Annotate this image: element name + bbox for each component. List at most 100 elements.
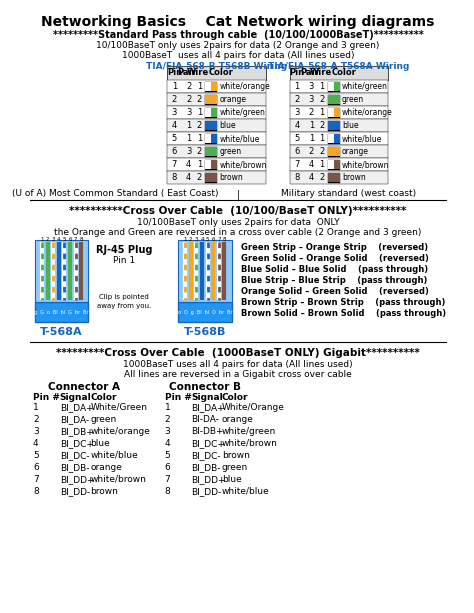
Text: Pin 1: Pin 1 (113, 256, 135, 265)
Text: Pin: Pin (167, 68, 182, 77)
Text: blue: blue (222, 475, 242, 484)
Bar (167, 171, 266, 184)
Text: 3: 3 (309, 95, 314, 104)
Bar (167, 145, 266, 158)
Bar (328, 94, 340, 104)
Text: white/blue: white/blue (342, 134, 382, 143)
Bar (167, 158, 266, 171)
Text: 7: 7 (164, 475, 170, 484)
Text: Orange Solid – Green Solid    (reversed): Orange Solid – Green Solid (reversed) (241, 287, 428, 296)
Text: 2: 2 (172, 95, 177, 104)
Text: Brown Strip – Brown Strip    (pass through): Brown Strip – Brown Strip (pass through) (241, 298, 445, 307)
Text: BI_DB-: BI_DB- (191, 463, 221, 472)
Bar (334, 160, 340, 169)
Text: orange: orange (342, 147, 369, 156)
Text: BI_DA+: BI_DA+ (191, 403, 225, 412)
Text: white/orange: white/orange (342, 108, 392, 117)
Bar (167, 93, 266, 106)
Text: 8: 8 (294, 173, 300, 182)
Text: 1: 1 (294, 82, 300, 91)
Text: BI_DC+: BI_DC+ (60, 439, 94, 448)
Text: 3: 3 (172, 108, 177, 117)
Bar (328, 134, 334, 143)
Bar (328, 159, 340, 170)
Text: 3: 3 (51, 237, 55, 242)
Text: blue: blue (342, 121, 358, 130)
Text: Green Strip – Orange Strip    (reversed): Green Strip – Orange Strip (reversed) (241, 243, 428, 252)
Text: 5: 5 (33, 451, 39, 460)
Text: 2: 2 (197, 95, 202, 104)
Text: Color: Color (90, 393, 117, 402)
Bar (328, 121, 340, 130)
Bar (205, 159, 218, 170)
Text: 1: 1 (197, 108, 202, 117)
Text: 1: 1 (319, 108, 325, 117)
Text: orange: orange (90, 463, 122, 472)
Text: White/Orange: White/Orange (222, 403, 285, 412)
Text: 3: 3 (309, 82, 314, 91)
Bar (290, 93, 388, 106)
Text: brown: brown (219, 173, 243, 182)
Text: 1: 1 (197, 82, 202, 91)
Text: o  O  g  Bl  bl  O  br  Br: o O g Bl bl O br Br (178, 310, 232, 315)
Text: white/blue: white/blue (219, 134, 260, 143)
Bar (328, 108, 334, 117)
Text: 5: 5 (164, 451, 170, 460)
Text: T-568A: T-568A (40, 327, 83, 337)
Text: 1: 1 (319, 82, 325, 91)
Text: white/blue: white/blue (222, 487, 270, 496)
Bar (290, 80, 388, 93)
Text: BI_DC-: BI_DC- (60, 451, 90, 460)
Text: green: green (342, 95, 364, 104)
Text: 2: 2 (197, 147, 202, 156)
Text: BI_DD-: BI_DD- (191, 487, 222, 496)
Text: 5: 5 (206, 237, 210, 242)
Text: TIA/EIA-568-B T568B Wiring: TIA/EIA-568-B T568B Wiring (146, 62, 287, 71)
Text: |: | (237, 189, 240, 199)
Text: BI-DB+: BI-DB+ (191, 427, 224, 436)
Bar (167, 106, 266, 119)
Bar (35, 240, 89, 302)
Text: 2: 2 (319, 121, 325, 130)
Text: *********Standard Pass through cable  (10/100/1000BaseT)**********: *********Standard Pass through cable (10… (53, 30, 423, 40)
Text: 4: 4 (57, 237, 61, 242)
Text: 2: 2 (164, 415, 170, 424)
Bar (290, 171, 388, 184)
Text: 4: 4 (164, 439, 170, 448)
Text: orange: orange (222, 415, 254, 424)
Bar (290, 145, 388, 158)
Text: white/brown: white/brown (342, 160, 389, 169)
Text: 7: 7 (172, 160, 177, 169)
Text: Connector A: Connector A (48, 382, 120, 392)
Bar (178, 240, 232, 302)
Text: 7: 7 (74, 237, 77, 242)
Text: 6: 6 (164, 463, 170, 472)
Text: 2: 2 (319, 173, 325, 182)
Bar (167, 80, 266, 93)
Text: 1: 1 (319, 134, 325, 143)
Text: 1: 1 (309, 134, 314, 143)
Text: blue: blue (90, 439, 110, 448)
Text: 1: 1 (186, 121, 191, 130)
Text: 1000BaseT  uses all 4 pairs for data (All lines used): 1000BaseT uses all 4 pairs for data (All… (122, 51, 354, 60)
Text: **********Cross Over Cable  (10/100/BaseT ONLY)**********: **********Cross Over Cable (10/100/BaseT… (69, 206, 407, 216)
Text: 4: 4 (309, 173, 314, 182)
Bar (205, 121, 218, 131)
Text: white/green: white/green (342, 82, 388, 91)
Bar (205, 108, 211, 117)
Text: 2: 2 (197, 173, 202, 182)
Text: 4: 4 (294, 121, 300, 130)
Bar (35, 302, 89, 322)
Bar (211, 160, 217, 169)
Bar (205, 82, 218, 91)
Text: Pair: Pair (300, 68, 319, 77)
Bar (328, 82, 340, 91)
Text: 3: 3 (186, 108, 191, 117)
Text: white/brown: white/brown (222, 439, 278, 448)
Text: 1000BaseT uses all 4 pairs for data (All lines used): 1000BaseT uses all 4 pairs for data (All… (123, 360, 353, 369)
Text: 6: 6 (294, 147, 300, 156)
Text: 8: 8 (223, 237, 226, 242)
Text: Brown Solid – Brown Solid    (pass through): Brown Solid – Brown Solid (pass through) (241, 309, 446, 318)
Text: Green Solid – Orange Solid    (reversed): Green Solid – Orange Solid (reversed) (241, 254, 428, 263)
Text: White/Green: White/Green (90, 403, 147, 412)
